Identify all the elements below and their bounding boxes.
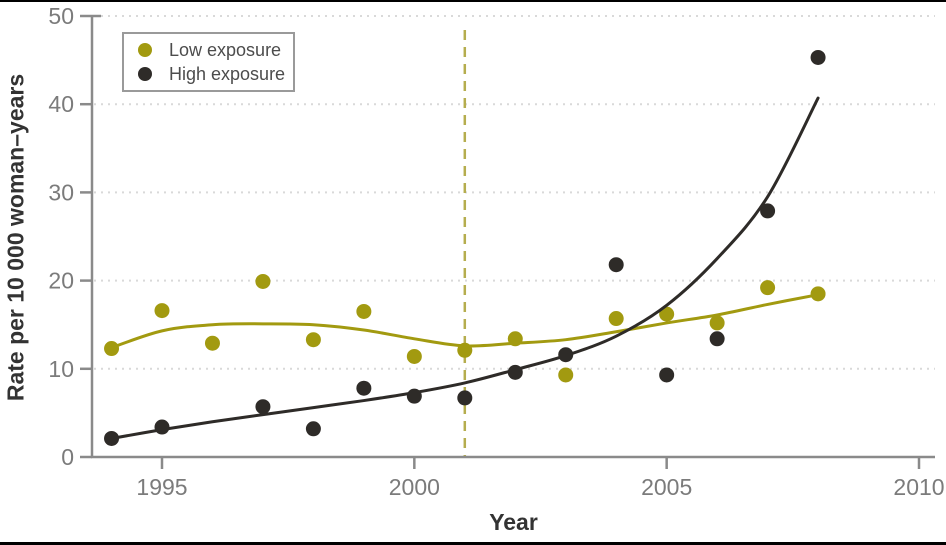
legend: Low exposure High exposure	[122, 32, 295, 92]
low-exposure-point-2003	[558, 367, 574, 383]
low-exposure-point-1998	[305, 332, 321, 348]
low-exposure-point-2002	[507, 331, 523, 347]
x-tick-label-2000: 2000	[389, 474, 440, 500]
high-exposure-dot-icon	[138, 67, 152, 82]
high-exposure-point-2003	[558, 347, 574, 363]
low-exposure-point-1996	[204, 335, 220, 351]
high-exposure-point-2001	[457, 390, 473, 406]
legend-label-high-exposure: High exposure	[169, 64, 286, 85]
low-exposure-dot-icon	[138, 42, 152, 57]
legend-item-high-exposure: High exposure	[138, 65, 293, 83]
y-tick-label-40: 40	[48, 91, 74, 117]
high-exposure-point-1999	[356, 380, 372, 396]
high-exposure-point-2002	[507, 364, 523, 380]
y-tick-label-20: 20	[48, 268, 74, 294]
low-exposure-point-2005	[659, 306, 675, 322]
y-tick-label-0: 0	[61, 444, 74, 470]
low-exposure-point-1997	[255, 273, 271, 289]
low-exposure-point-1995	[154, 303, 170, 319]
x-axis-title: Year	[489, 509, 538, 535]
legend-label-low-exposure: Low exposure	[169, 39, 282, 60]
high-exposure-point-2007	[760, 203, 776, 219]
legend-item-low-exposure: Low exposure	[138, 41, 293, 59]
low-exposure-point-1999	[356, 303, 372, 319]
high-exposure-point-2008	[810, 49, 826, 65]
low-exposure-point-2008	[810, 286, 826, 302]
high-exposure-point-1998	[305, 421, 321, 437]
x-tick-label-1995: 1995	[136, 474, 187, 500]
y-tick-label-10: 10	[48, 356, 74, 382]
high-exposure-point-1994	[104, 430, 120, 446]
high-exposure-point-2006	[709, 331, 725, 347]
x-tick-label-2005: 2005	[641, 474, 692, 500]
high-exposure-point-2005	[659, 367, 675, 383]
x-tick-label-2010: 2010	[893, 474, 944, 500]
low-exposure-point-2006	[709, 315, 725, 331]
high-exposure-point-2004	[608, 257, 624, 273]
low-exposure-point-2001	[457, 342, 473, 358]
low-exposure-point-2004	[608, 311, 624, 327]
low-exposure-point-1994	[104, 341, 120, 357]
high-exposure-trend-line	[110, 96, 820, 440]
high-exposure-point-1995	[154, 419, 170, 435]
low-exposure-point-2000	[406, 348, 422, 364]
y-tick-label-30: 30	[48, 179, 74, 205]
high-exposure-point-2000	[406, 388, 422, 404]
y-axis-title: Rate per 10 000 woman–years	[2, 73, 29, 402]
y-tick-label-50: 50	[48, 3, 74, 29]
low-exposure-point-2007	[760, 280, 776, 296]
high-exposure-point-1997	[255, 399, 271, 415]
